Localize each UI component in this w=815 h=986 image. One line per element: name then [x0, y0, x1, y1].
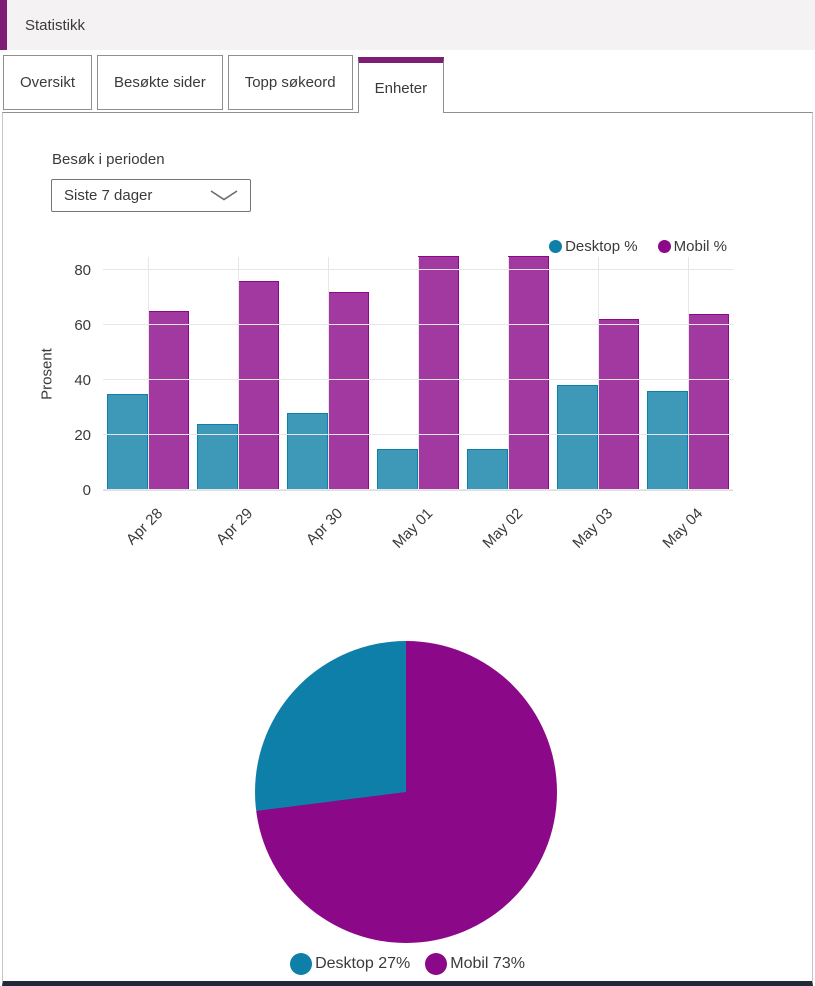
v-gridline — [328, 257, 329, 490]
x-tick-label: May 03 — [569, 505, 617, 552]
pie-legend-label: Mobil 73% — [450, 955, 525, 972]
tab-bar: Oversikt Besøkte sider Topp søkeord Enheter — [3, 55, 445, 113]
legend-label: Desktop % — [565, 238, 638, 255]
x-tick-label: May 02 — [479, 505, 527, 552]
bar-desktop — [287, 413, 328, 490]
v-gridline — [148, 257, 149, 490]
v-gridline — [598, 257, 599, 490]
bar-desktop — [197, 424, 238, 490]
y-tick-label: 80 — [74, 261, 91, 279]
bar-group-may-04 — [643, 256, 733, 490]
x-tick-label: Apr 29 — [212, 505, 257, 549]
mobil-legend-dot-icon — [425, 953, 448, 975]
y-tick-label: 40 — [74, 371, 91, 389]
bar-mobil — [418, 256, 459, 490]
legend-item-mobil[interactable]: Mobil % — [657, 238, 727, 255]
desktop-legend-dot-icon — [290, 953, 313, 975]
tab-topp-sokeord[interactable]: Topp søkeord — [227, 55, 353, 110]
page-header: Statistikk — [0, 0, 815, 50]
chevron-down-icon — [210, 190, 238, 201]
pie-legend-label: Desktop 27% — [315, 955, 411, 972]
bar-desktop — [377, 449, 418, 490]
devices-pie-chart — [255, 641, 557, 943]
legend-label: Mobil % — [673, 238, 727, 255]
bar-mobil — [238, 281, 279, 490]
y-tick-label: 0 — [82, 482, 91, 499]
bar-desktop — [467, 449, 508, 490]
v-gridline — [688, 257, 689, 490]
y-tick-label: 20 — [74, 426, 91, 444]
tab-panel-enheter: Besøk i perioden Siste 7 dager Desktop %… — [2, 112, 813, 986]
pie-chart-legend: Desktop 27% Mobil 73% — [3, 953, 812, 975]
bar-mobil — [508, 256, 549, 490]
bar-group-may-03 — [553, 256, 643, 490]
mobil-legend-dot-icon — [657, 240, 671, 253]
period-select[interactable]: Siste 7 dager — [51, 179, 251, 212]
bar-mobil — [598, 319, 639, 490]
bar-group-apr-30 — [283, 256, 373, 490]
devices-bar-chart: Desktop % Mobil % Prosent 0 20 40 60 80 Apr 2… — [3, 231, 812, 581]
tab-oversikt[interactable]: Oversikt — [3, 55, 93, 110]
page-title: Statistikk — [25, 16, 86, 34]
x-tick-label: May 04 — [659, 505, 707, 552]
v-gridline — [418, 257, 419, 490]
pie-legend-item-desktop[interactable]: Desktop 27% — [290, 953, 410, 975]
y-tick-label: 60 — [74, 316, 91, 334]
tab-enheter[interactable]: Enheter — [357, 57, 445, 113]
x-tick-label: May 01 — [389, 505, 437, 552]
bar-desktop — [107, 394, 148, 490]
x-tick-label: Apr 28 — [122, 505, 167, 549]
tab-besokte-sider[interactable]: Besøkte sider — [97, 55, 223, 110]
period-filter-label: Besøk i perioden — [52, 151, 165, 168]
v-gridline — [508, 257, 509, 490]
bar-mobil — [328, 292, 369, 490]
desktop-legend-dot-icon — [549, 240, 563, 253]
period-select-value: Siste 7 dager — [64, 187, 153, 204]
legend-item-desktop[interactable]: Desktop % — [549, 238, 638, 255]
bar-desktop — [557, 385, 598, 490]
pie-legend-item-mobil[interactable]: Mobil 73% — [425, 953, 525, 975]
bar-group-apr-28 — [103, 256, 193, 490]
x-axis-labels: Apr 28 Apr 29 Apr 30 May 01 May 02 May 03 May … — [103, 501, 733, 576]
bar-desktop — [647, 391, 688, 490]
bar-chart-plot-area — [103, 256, 733, 491]
v-gridline — [238, 257, 239, 490]
x-tick-label: Apr 30 — [302, 505, 347, 549]
bar-mobil — [688, 314, 729, 490]
bar-chart-legend: Desktop % Mobil % — [549, 238, 727, 255]
bar-mobil — [148, 311, 189, 490]
